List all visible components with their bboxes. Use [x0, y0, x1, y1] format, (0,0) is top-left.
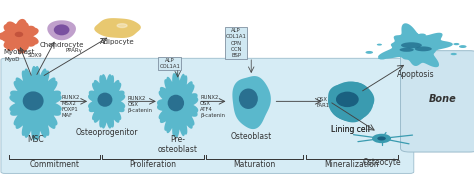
Text: Osteoblast: Osteoblast [230, 132, 272, 141]
Polygon shape [232, 76, 271, 129]
Text: Mineralization: Mineralization [325, 160, 379, 169]
Circle shape [377, 44, 382, 46]
Polygon shape [94, 18, 141, 38]
Ellipse shape [15, 32, 23, 37]
Polygon shape [88, 74, 125, 129]
Text: Pre-
osteoblast: Pre- osteoblast [158, 135, 198, 154]
Circle shape [412, 33, 418, 35]
Text: ALP
COL1A1: ALP COL1A1 [159, 58, 180, 69]
Text: RUNX2
MSX2
FOXP1
MAF: RUNX2 MSX2 FOXP1 MAF [62, 95, 80, 118]
Ellipse shape [377, 136, 386, 140]
Circle shape [117, 24, 127, 28]
Polygon shape [9, 66, 62, 140]
Circle shape [418, 33, 426, 37]
Ellipse shape [23, 91, 44, 110]
Polygon shape [157, 73, 198, 137]
FancyBboxPatch shape [401, 51, 474, 152]
Text: Proliferation: Proliferation [129, 160, 176, 169]
Text: MyoD: MyoD [5, 57, 20, 62]
Polygon shape [328, 82, 374, 122]
Circle shape [454, 43, 459, 45]
Text: MSC: MSC [27, 135, 44, 144]
Ellipse shape [400, 48, 414, 52]
Polygon shape [47, 20, 76, 40]
Ellipse shape [328, 81, 374, 121]
Text: RUNX2
OSX
β-catenin: RUNX2 OSX β-catenin [128, 96, 153, 113]
Ellipse shape [54, 24, 69, 35]
Ellipse shape [337, 93, 356, 106]
Ellipse shape [336, 92, 359, 107]
Text: SOX9: SOX9 [28, 53, 42, 58]
Text: Chondrocyte: Chondrocyte [39, 42, 84, 48]
FancyBboxPatch shape [1, 58, 414, 173]
Text: Osteocyte: Osteocyte [362, 158, 401, 167]
Ellipse shape [401, 42, 422, 48]
Text: Maturation: Maturation [234, 160, 276, 169]
Circle shape [365, 51, 373, 54]
Ellipse shape [372, 134, 391, 143]
Text: PPARγ: PPARγ [65, 49, 82, 54]
Polygon shape [378, 23, 453, 67]
Text: Lining cell: Lining cell [331, 125, 370, 134]
Text: ALP
COL1A1
OPN
OCN
BSP: ALP COL1A1 OPN OCN BSP [226, 28, 246, 58]
Text: Apoptosis: Apoptosis [397, 70, 435, 79]
Circle shape [459, 45, 466, 48]
Text: OSX
FAR1: OSX FAR1 [317, 97, 330, 108]
Polygon shape [0, 19, 39, 54]
Text: Myoblast: Myoblast [3, 49, 35, 55]
Ellipse shape [98, 93, 112, 107]
Text: Lining cell: Lining cell [331, 125, 370, 134]
Text: Osteoprogenitor: Osteoprogenitor [75, 128, 138, 137]
Circle shape [378, 57, 383, 59]
Circle shape [451, 53, 457, 55]
Ellipse shape [168, 95, 184, 111]
Text: Commitment: Commitment [29, 160, 80, 169]
Text: RUNX2
OSX
ATF4
β-catenin: RUNX2 OSX ATF4 β-catenin [200, 95, 225, 118]
Circle shape [379, 57, 386, 60]
Ellipse shape [415, 47, 432, 51]
Text: Bone: Bone [428, 94, 456, 104]
Circle shape [437, 35, 441, 36]
Text: Adipocyte: Adipocyte [100, 39, 135, 45]
Ellipse shape [239, 89, 258, 109]
